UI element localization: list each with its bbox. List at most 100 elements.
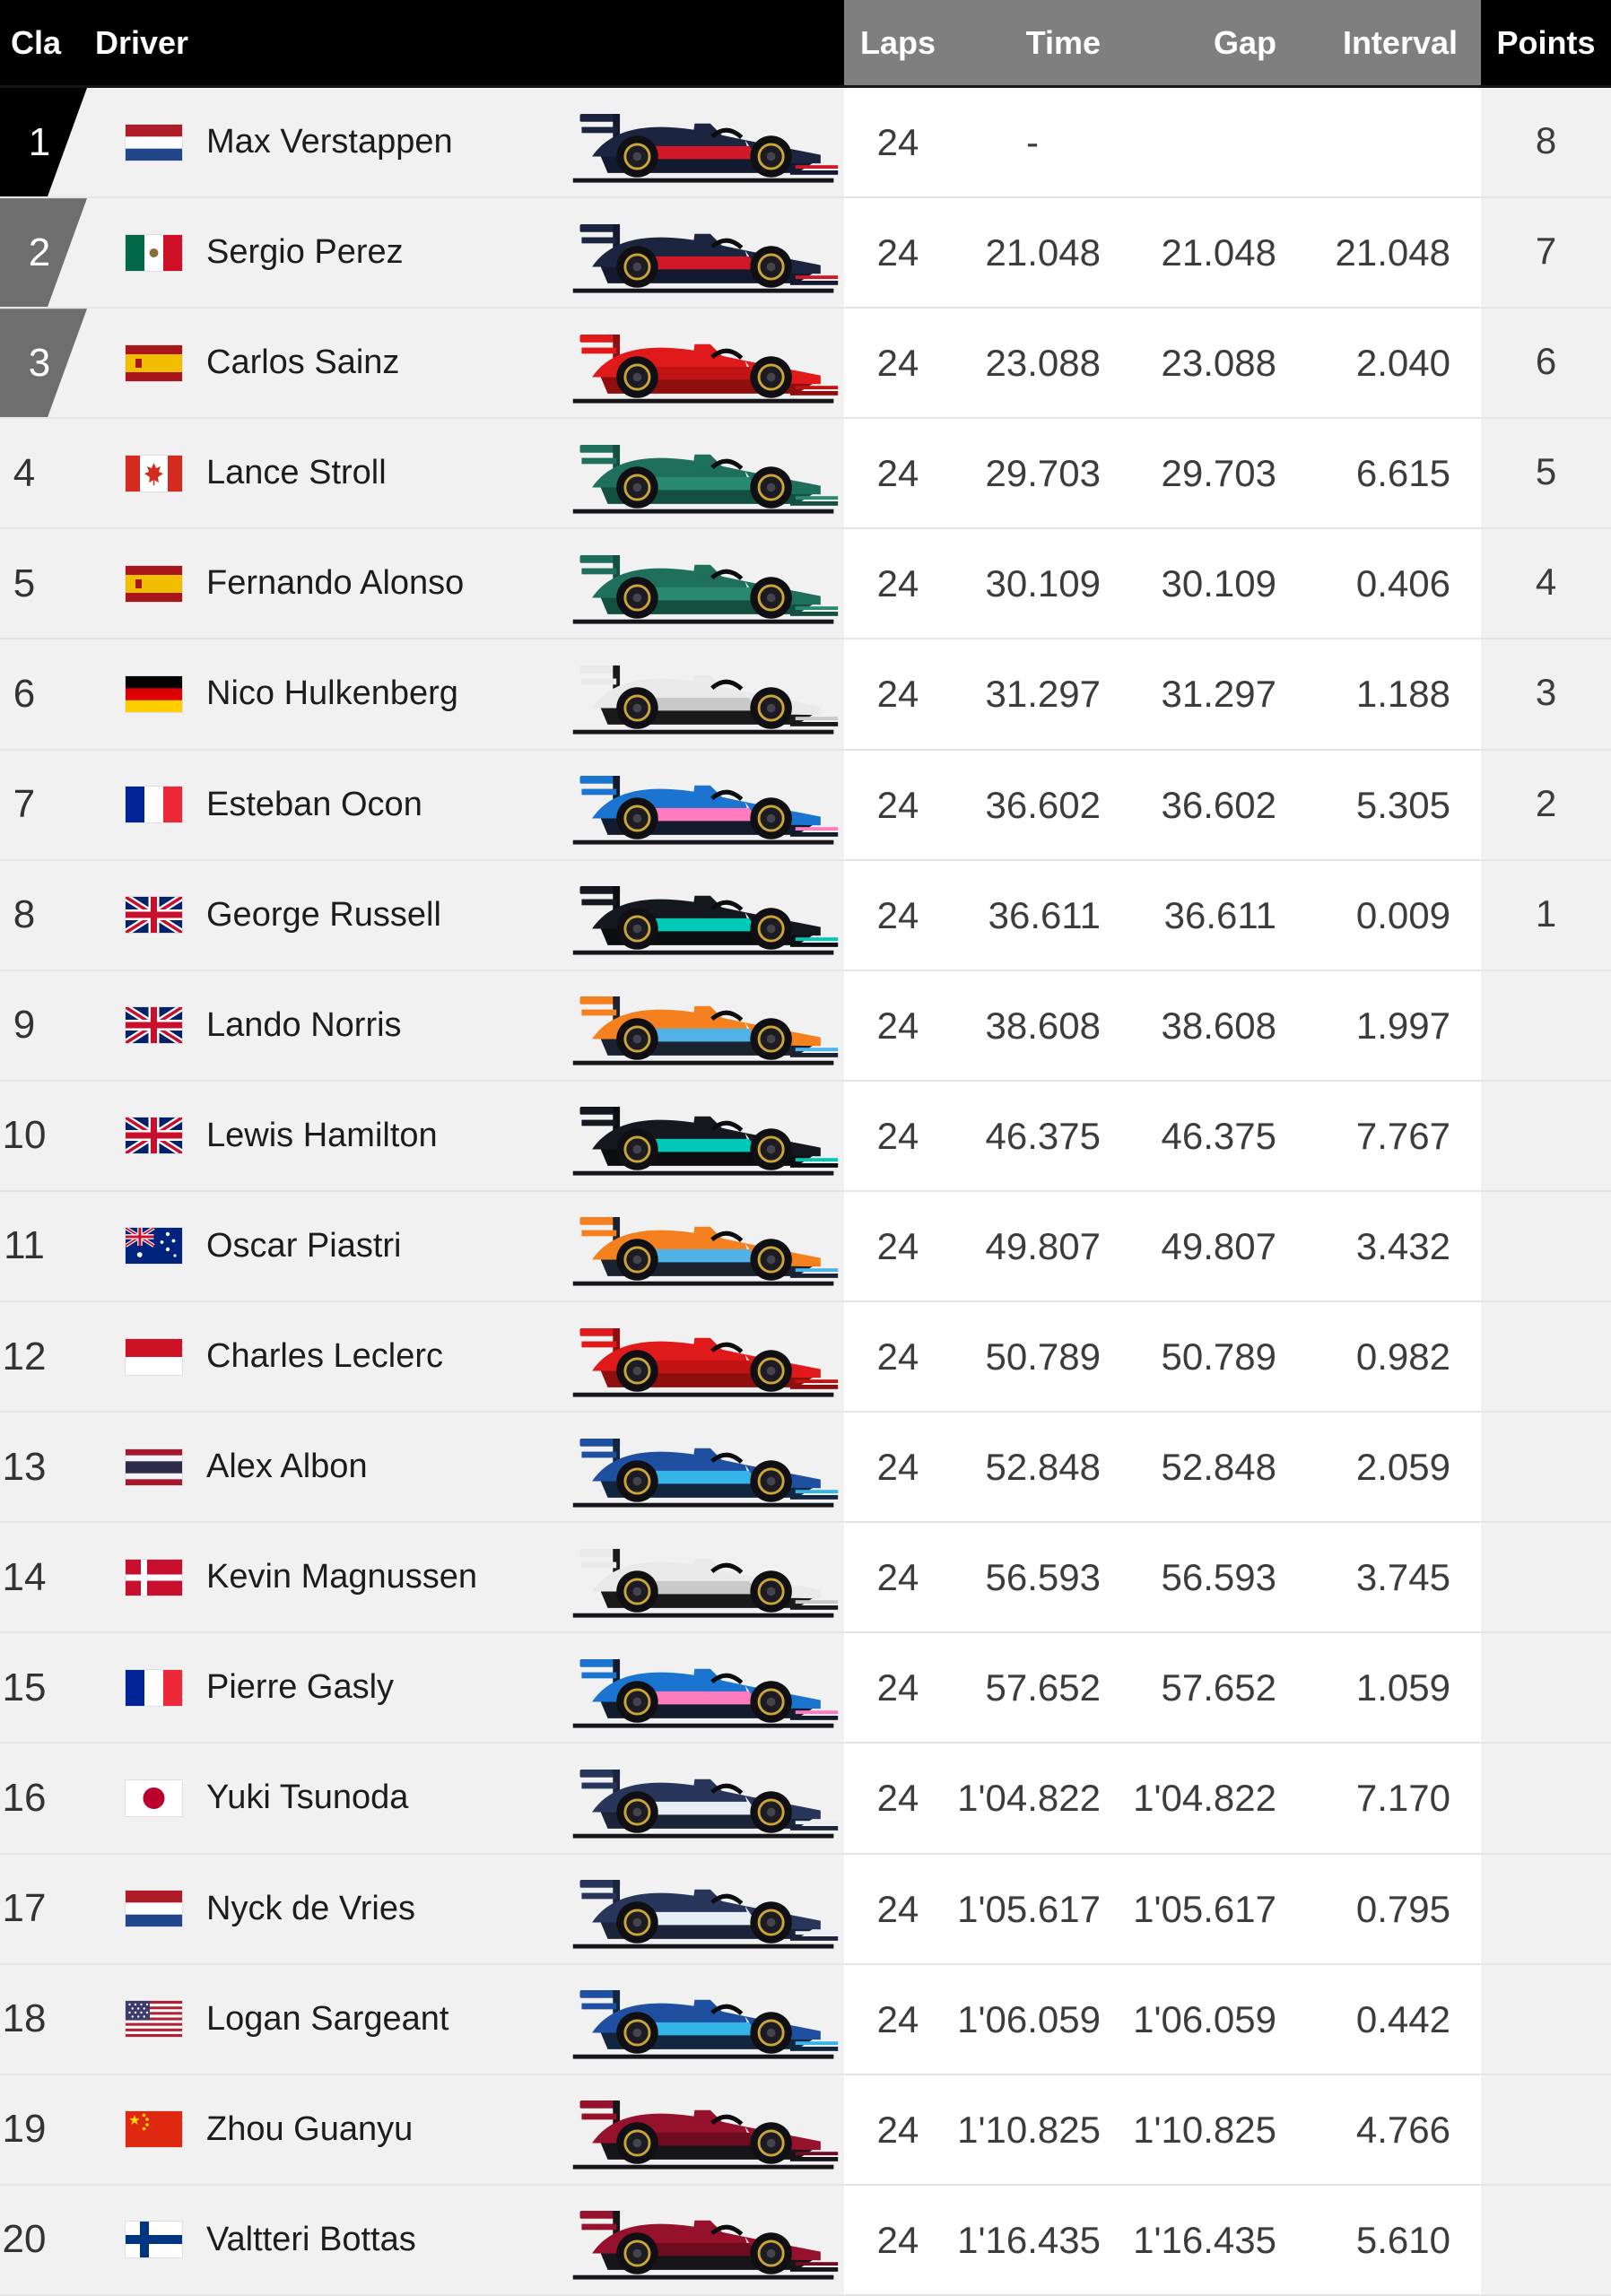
position-marker: 13 xyxy=(0,1413,90,1521)
gap-value: 1'05.617 xyxy=(1133,1887,1276,1930)
france-flag-icon xyxy=(126,1669,182,1706)
position-marker: 9 xyxy=(0,971,90,1080)
position-cell: 15 xyxy=(0,1633,90,1742)
driver-name: Charles Leclerc xyxy=(206,1337,443,1376)
position-marker: 16 xyxy=(0,1744,90,1852)
table-row: 20 Valtteri Bottas 24 1'16.435 1'16.435 … xyxy=(0,2185,1611,2296)
laps-value: 24 xyxy=(876,1887,919,1930)
timing-cells: 24 1'05.617 1'05.617 0.795 xyxy=(844,1854,1481,1963)
header-points: Points xyxy=(1481,0,1611,85)
position-marker: 18 xyxy=(0,1965,90,2074)
position-cell: 17 xyxy=(0,1855,90,1963)
gap-value: 30.109 xyxy=(1161,562,1276,605)
country-flag-icon xyxy=(126,1779,182,1816)
uk-flag-icon xyxy=(126,1118,182,1154)
points-value xyxy=(1481,1523,1611,1631)
interval-value: 0.442 xyxy=(1355,1997,1450,2040)
points-value: 4 xyxy=(1535,561,1557,604)
china-flag-icon xyxy=(126,2111,182,2148)
japan-flag-icon xyxy=(126,1779,182,1816)
f1-car-icon xyxy=(566,651,844,737)
netherlands-flag-icon xyxy=(126,124,182,161)
mexico-flag-icon xyxy=(126,234,182,271)
interval-value: 6.615 xyxy=(1355,452,1450,495)
laps-value: 24 xyxy=(876,2218,919,2261)
driver-name: Kevin Magnussen xyxy=(206,1558,478,1596)
timing-cells: 24 38.608 38.608 1.997 xyxy=(844,970,1481,1080)
timing-cells: 24 1'04.822 1'04.822 7.170 xyxy=(844,1744,1481,1853)
interval-value: 0.982 xyxy=(1355,1335,1450,1378)
country-flag-icon xyxy=(126,1228,182,1265)
points-value xyxy=(1481,1965,1611,2074)
f1-car-icon xyxy=(566,430,844,517)
time-value: 50.789 xyxy=(985,1335,1101,1378)
laps-value: 24 xyxy=(876,2108,919,2151)
position-number: 9 xyxy=(13,1003,36,1048)
laps-value: 24 xyxy=(876,1114,919,1157)
gap-value: 21.048 xyxy=(1161,231,1276,274)
driver-name: Nico Hulkenberg xyxy=(206,674,458,713)
gap-value: 36.611 xyxy=(1163,893,1276,936)
time-value: 1'06.059 xyxy=(957,1997,1101,2040)
position-cell: 6 xyxy=(0,639,90,748)
position-number: 14 xyxy=(2,1554,47,1599)
time-value: 36.602 xyxy=(985,783,1101,826)
position-marker: 17 xyxy=(0,1855,90,1963)
driver-name: Lewis Hamilton xyxy=(206,1116,438,1154)
netherlands-flag-icon xyxy=(126,1891,182,1927)
country-flag-icon xyxy=(126,124,182,161)
timing-cells: 24 50.789 50.789 0.982 xyxy=(844,1302,1481,1412)
gap-value: 29.703 xyxy=(1161,452,1276,495)
denmark-flag-icon xyxy=(126,1559,182,1596)
interval-value: 21.048 xyxy=(1335,231,1450,274)
time-value: 30.109 xyxy=(985,562,1101,605)
table-row: 8 George Russell 24 36.611 36.611 0.009 … xyxy=(0,860,1611,971)
interval-value: 3.432 xyxy=(1355,1224,1450,1267)
country-flag-icon xyxy=(126,1338,182,1375)
laps-value: 24 xyxy=(876,893,919,936)
interval-value: 5.305 xyxy=(1355,783,1450,826)
gap-value: 49.807 xyxy=(1161,1224,1276,1267)
f1-car-icon xyxy=(566,1424,844,1510)
header-cla: Cla xyxy=(11,23,62,61)
position-marker: 20 xyxy=(0,2186,90,2294)
f1-car-icon xyxy=(566,1314,844,1400)
country-flag-icon xyxy=(126,2001,182,2038)
timing-cells: 24 36.611 36.611 0.009 xyxy=(844,860,1481,970)
position-number: 11 xyxy=(4,1223,45,1268)
timing-cells: 24 31.297 31.297 1.188 xyxy=(844,639,1481,749)
position-cell: 8 xyxy=(0,861,90,970)
time-value: 29.703 xyxy=(985,452,1101,495)
position-number: 5 xyxy=(13,561,36,605)
position-marker: 5 xyxy=(0,529,90,638)
f1-car-icon xyxy=(566,982,844,1068)
spain-flag-icon xyxy=(126,565,182,602)
time-value: 46.375 xyxy=(985,1114,1101,1157)
position-cell: 12 xyxy=(0,1302,90,1411)
position-number: 4 xyxy=(13,450,36,495)
table-row: 9 Lando Norris 24 38.608 38.608 1.997 xyxy=(0,970,1611,1082)
laps-value: 24 xyxy=(876,783,919,826)
time-value: 56.593 xyxy=(985,1556,1101,1599)
canada-flag-icon xyxy=(126,455,182,491)
country-flag-icon xyxy=(126,1118,182,1154)
time-value: 52.848 xyxy=(985,1446,1101,1489)
driver-name: Sergio Perez xyxy=(206,233,404,272)
timing-cells: 24 29.703 29.703 6.615 xyxy=(844,419,1481,528)
country-flag-icon xyxy=(126,1669,182,1706)
position-cell: 10 xyxy=(0,1082,90,1190)
interval-value: 7.767 xyxy=(1355,1114,1450,1157)
interval-value: 1.059 xyxy=(1355,1666,1450,1709)
country-flag-icon xyxy=(126,897,182,934)
position-number: 16 xyxy=(2,1775,47,1820)
timing-cells: 24 49.807 49.807 3.432 xyxy=(844,1191,1481,1301)
table-row: 16 Yuki Tsunoda 24 1'04.822 1'04.822 7.1… xyxy=(0,1744,1611,1855)
interval-value: 3.745 xyxy=(1355,1556,1450,1599)
table-row: 7 Esteban Ocon 24 36.602 36.602 5.305 2 xyxy=(0,750,1611,861)
position-marker: 4 xyxy=(0,419,90,527)
f1-car-icon xyxy=(566,1203,844,1289)
driver-name: Alex Albon xyxy=(206,1448,368,1486)
gap-value: 1'10.825 xyxy=(1133,2108,1276,2151)
table-body: 1 Max Verstappen 24 - 8 2 Sergio Perez 2… xyxy=(0,88,1611,2296)
country-flag-icon xyxy=(126,676,182,713)
